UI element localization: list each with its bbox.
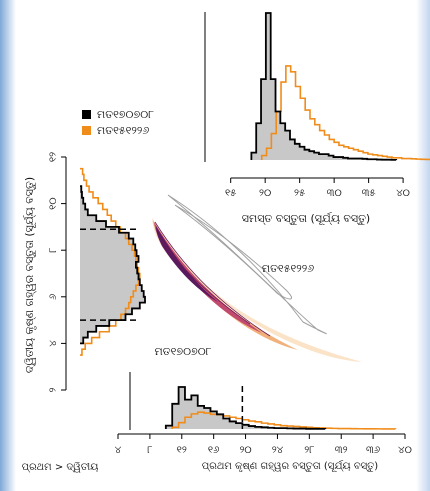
primary-mass-xlabel: ପ୍ରଥମ କୃଷ୍ଣ ଗହ୍ୱର ବସ୍ତୁତା (ସୂର୍ଯ୍ୟ ବସ୍ତୁ… — [202, 459, 379, 473]
total-mass-xtick-label: ୧୫ — [225, 188, 236, 199]
primary-mass-xtick-label: ୪୦ — [398, 445, 412, 456]
slide-edge-left — [0, 0, 16, 491]
joint-posterior-panel — [152, 194, 362, 362]
secondary-mass-ylabel: ଦ୍ୱିତୀୟ କୃଷ୍ଣ ଗହ୍ୱର ବସ୍ତୁତା (ସୂର୍ଯ୍ୟ ବସ୍… — [23, 177, 38, 373]
primary-mass-xtick-label: ୮ — [147, 445, 152, 456]
joint-annotation-event-b: ମତ୧୭୦୭୦୮ — [155, 345, 212, 358]
total-mass-orange-hist — [260, 65, 430, 161]
secondary-mass-ytick-label: ୧୨ — [48, 152, 59, 162]
total-mass-black-hist — [250, 12, 398, 161]
primary-mass-panel: ୪ ୮ ୧୨ ୧୬ ୨୦ ୨୪ ୨୮ ୩୨ ୩୬ ୪୦ — [115, 372, 412, 456]
joint-annotation-event-a: ମତ୧୫୧୨୨୬ — [262, 262, 314, 275]
total-mass-xtick-label: ୨୦ — [259, 188, 271, 199]
legend: ମତ୧୭୦୭୦୮ ମତ୧୫୧୨୨୬ — [82, 108, 154, 137]
secondary-mass-ytick-label: ୪ — [48, 340, 59, 347]
primary-mass-xtick-label: ୪ — [115, 445, 122, 456]
joint-posterior-band-mid — [153, 220, 298, 350]
total-mass-xtick-label: ୩୫ — [362, 188, 376, 199]
total-mass-xtick-label: ୩୦ — [327, 188, 342, 199]
secondary-mass-panel: ୨ ୪ ୬ ୮ ୧୦ ୧୨ — [48, 152, 146, 392]
primary-mass-xtick-label: ୧୨ — [177, 445, 187, 456]
joint-contour-inner — [174, 204, 293, 300]
secondary-mass-ytick-label: ୬ — [48, 294, 59, 300]
secondary-mass-ytick-label: ୮ — [48, 248, 59, 253]
primary-mass-xtick-label: ୨୮ — [304, 445, 314, 456]
primary-mass-black-hist — [164, 386, 327, 430]
primary-mass-black-fill — [165, 387, 326, 429]
legend-label-black: ମତ୧୭୦୭୦୮ — [97, 108, 154, 121]
primary-mass-orange-hist — [171, 411, 397, 430]
total-mass-xtick-label: ୨୫ — [294, 188, 305, 199]
total-mass-axis-title: ସମସ୍ତ ବସ୍ତୁତା (ସୂର୍ଯ୍ୟ ବସ୍ତୁ) — [242, 212, 370, 227]
total-mass-xtick-label: ୪୦ — [396, 188, 410, 199]
joint-band-contour-line — [157, 235, 251, 325]
secondary-mass-ytick-label: ୧୦ — [48, 197, 59, 209]
legend-swatch-black — [82, 110, 91, 119]
primary-mass-xtick-label: ୩୬ — [366, 445, 380, 456]
primary-mass-xtick-label: ୨୪ — [272, 445, 284, 456]
total-mass-xlabel: ସମସ୍ତ ବସ୍ତୁତା (ସୂର୍ଯ୍ୟ ବସ୍ତୁ) — [242, 212, 370, 227]
slide-edge-right — [416, 0, 430, 491]
corner-label: ପ୍ରଥମ > ଦ୍ୱିତୀୟ — [22, 462, 99, 473]
joint-band-contour-line — [154, 221, 271, 337]
joint-posterior-band-outer — [152, 218, 362, 362]
primary-mass-xtick-label: ୨୦ — [239, 445, 251, 456]
total-mass-panel: ୧୫ ୨୦ ୨୫ ୩୦ ୩୫ ୪୦ — [204, 12, 430, 199]
legend-swatch-orange — [82, 126, 91, 135]
primary-mass-xtick-label: ୧୬ — [208, 445, 220, 456]
total-mass-black-fill — [251, 13, 397, 160]
primary-mass-xtick-label: ୩୨ — [335, 445, 348, 456]
legend-label-orange: ମତ୧୫୧୨୨୬ — [97, 124, 149, 137]
secondary-mass-ytick-label: ୨ — [48, 387, 59, 392]
secondary-mass-black-hist — [80, 185, 146, 345]
